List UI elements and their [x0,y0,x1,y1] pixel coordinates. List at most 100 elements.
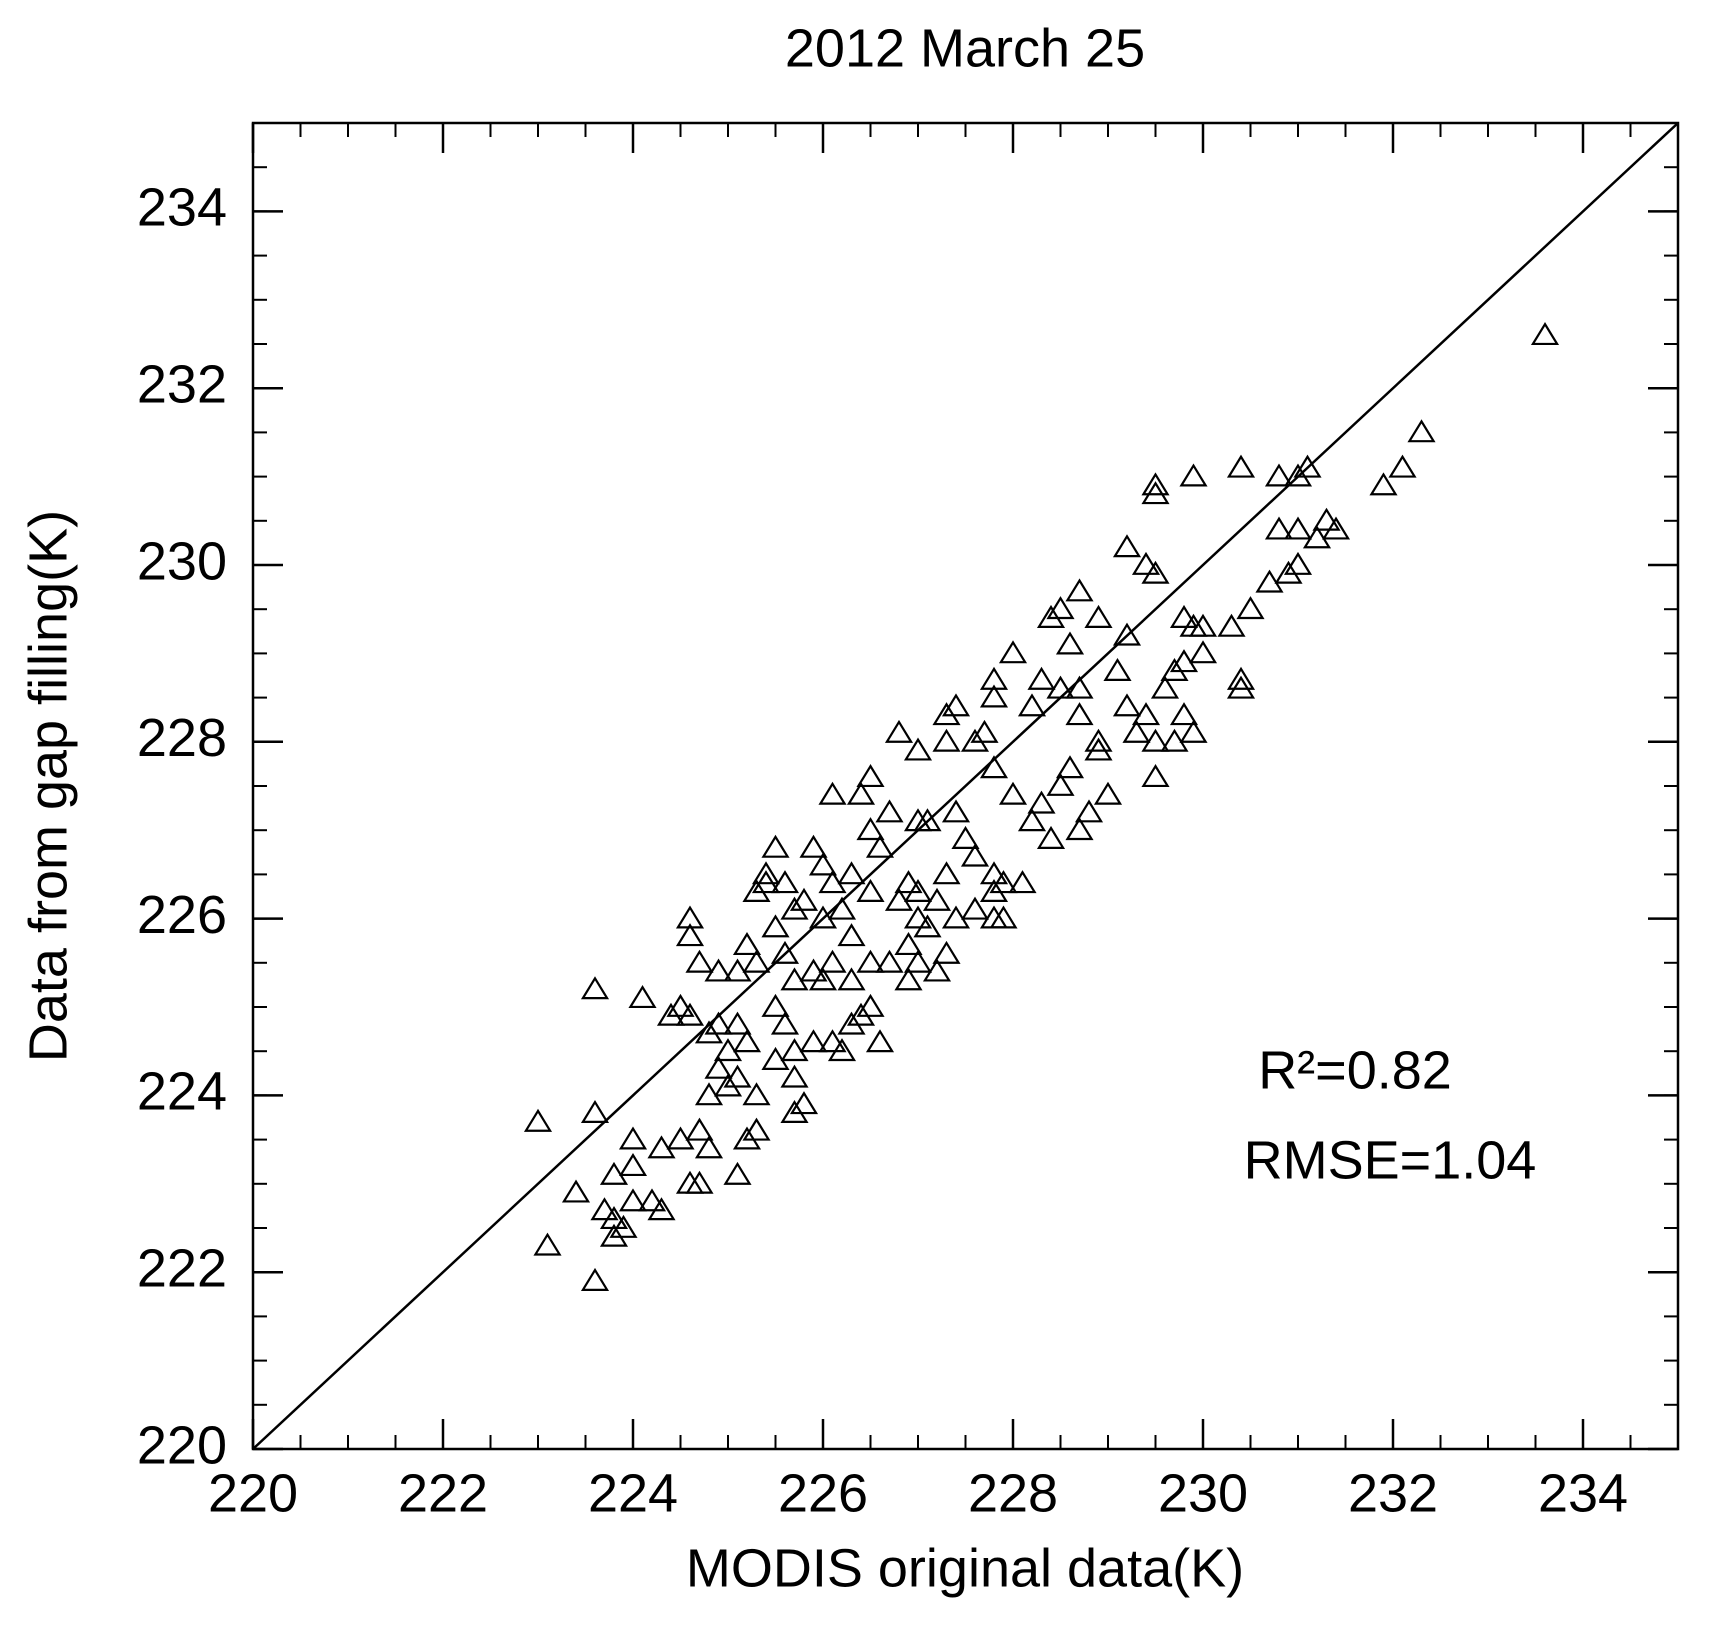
data-point [837,861,866,885]
data-point [694,1135,724,1159]
data-point [1084,737,1113,761]
data-point [761,834,790,858]
data-point [827,1038,857,1062]
data-point [856,993,885,1017]
data-point [732,932,762,956]
x-axis-label: MODIS original data(K) [686,1538,1244,1598]
data-point [1112,693,1142,717]
data-point [846,781,876,805]
data-point [1065,578,1094,602]
data-point [837,923,866,947]
x-tick-label: 226 [778,1463,868,1523]
data-point [941,693,971,717]
data-point [1407,419,1436,443]
data-point [1008,870,1037,894]
data-point [1226,666,1256,690]
data-point [780,1038,809,1062]
data-point [1036,825,1066,849]
data-point [1302,525,1332,549]
data-point [618,1126,648,1150]
data-point [1141,728,1170,752]
data-point [932,702,961,726]
data-point [979,861,1009,885]
data-point [1093,781,1123,805]
data-point [1530,322,1560,346]
data-point [789,887,819,911]
data-point [932,861,961,885]
data-point [808,905,838,929]
data-point [1046,596,1075,620]
data-point [618,1188,648,1212]
data-point [1084,728,1113,752]
data-point [742,1117,771,1141]
data-point [970,719,999,743]
data-point [865,834,895,858]
y-tick-label: 226 [137,885,227,945]
data-point [875,949,904,973]
data-point [1264,516,1294,540]
data-point [1112,622,1142,646]
data-point [704,1011,733,1035]
data-point [1027,666,1056,690]
y-tick-label: 232 [137,354,227,414]
data-point [1236,596,1265,620]
data-point [609,1214,638,1238]
data-point [780,967,809,991]
data-point [1388,454,1417,478]
data-point [1046,772,1075,796]
x-tick-label: 228 [968,1463,1058,1523]
data-point [685,1117,714,1141]
data-point [818,949,847,973]
x-tick-label: 220 [208,1463,298,1523]
data-point [1103,657,1132,681]
y-tick-label: 224 [137,1062,227,1122]
y-axis-label: Data from gap filling(K) [18,510,78,1062]
data-point [742,949,771,973]
data-point [951,825,980,849]
data-point [1131,551,1161,575]
data-point [1084,604,1113,628]
data-point [998,640,1028,664]
data-point [1017,693,1047,717]
data-point [979,684,1009,708]
identity-line [252,122,1679,1450]
data-point [647,1135,676,1159]
data-point [675,923,705,947]
data-point [780,1064,809,1088]
data-point [770,1011,800,1035]
data-point [932,728,961,752]
x-tick-label: 222 [398,1463,488,1523]
x-tick-label: 230 [1158,1463,1248,1523]
data-point [1369,472,1398,496]
x-tick-label: 234 [1538,1463,1628,1523]
data-point [666,1126,695,1150]
data-point [941,905,971,929]
data-point [704,958,733,982]
data-point [837,967,866,991]
data-point [1217,613,1246,637]
data-point [1160,728,1189,752]
data-point [1188,640,1218,664]
data-point [523,1108,553,1132]
data-point [1074,799,1104,823]
data-point [960,843,990,867]
data-point [628,985,657,1009]
data-point [685,1170,714,1194]
x-tick-label: 232 [1348,1463,1438,1523]
data-point [1141,560,1170,584]
data-point [675,905,705,929]
data-point [1141,764,1170,788]
data-point [723,1064,752,1088]
data-point [1122,719,1151,743]
annotation: R²=0.82 [1258,1040,1452,1100]
data-point [1046,675,1075,699]
data-point [770,940,800,964]
y-tick-label: 234 [137,178,227,238]
data-point [1141,472,1170,496]
data-point [780,896,809,920]
data-point [903,808,933,832]
annotation: RMSE=1.04 [1244,1130,1537,1190]
data-point [856,949,885,973]
